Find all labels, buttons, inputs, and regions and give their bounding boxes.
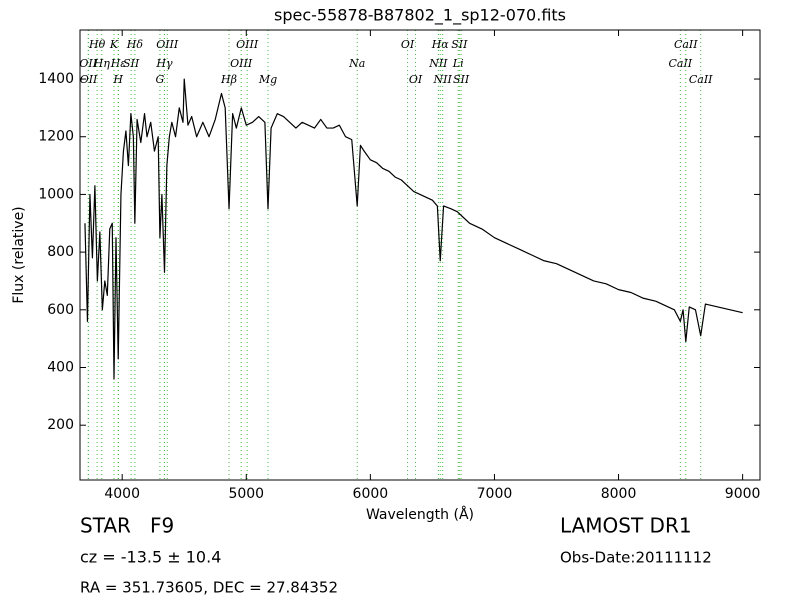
spectral-line-label: CaII <box>668 57 692 70</box>
x-axis-label: Wavelength (Å) <box>366 506 474 523</box>
x-tick-label: 6000 <box>353 486 389 502</box>
spectral-line-label: OII <box>80 73 98 86</box>
spectrum-line <box>84 78 743 380</box>
y-tick-label: 800 <box>47 244 74 260</box>
coordinates: RA = 351.73605, DEC = 27.84352 <box>80 579 338 597</box>
spectral-line-label: OII <box>79 57 97 70</box>
survey: LAMOST DR1 <box>560 514 692 538</box>
chart-title: spec-55878-B87802_1_sp12-070.fits <box>274 6 566 26</box>
x-tick-label: 9000 <box>725 486 761 502</box>
y-tick-label: 1200 <box>38 129 74 145</box>
y-tick-label: 1400 <box>38 71 74 87</box>
spectral-line-label: G <box>156 73 165 86</box>
y-axis-label: Flux (relative) <box>11 206 27 303</box>
spectral-line-label: Hα <box>431 38 450 51</box>
y-tick-label: 600 <box>47 302 74 318</box>
spectral-line-label: OIII <box>230 57 253 70</box>
spectral-line-label: OI <box>409 73 423 86</box>
spectral-line-label: Hβ <box>220 73 237 86</box>
spectral-line-label: SII <box>451 38 468 51</box>
spectral-line-label: Hθ <box>88 38 106 51</box>
spectral-line-label: SII <box>123 57 140 70</box>
spectral-line-label: H <box>112 73 123 86</box>
spectral-line-label: Hδ <box>126 38 144 51</box>
spectral-line-label: Na <box>348 57 365 70</box>
y-tick-label: 1000 <box>38 186 74 202</box>
spectral-line-label: Hγ <box>155 57 173 70</box>
spectral-line-label: SII <box>453 73 470 86</box>
spectral-line-label: CaII <box>674 38 698 51</box>
y-tick-label: 400 <box>47 360 74 376</box>
spectral-line-label: Hη <box>93 57 111 70</box>
x-tick-label: 8000 <box>601 486 637 502</box>
obs-date: Obs-Date:20111112 <box>560 549 712 567</box>
spectral-line-label: NII <box>428 57 448 70</box>
spectral-line-label: Hε <box>110 57 127 70</box>
spectral-line-label: Li <box>452 57 464 70</box>
spectral-line-label: OI <box>401 38 415 51</box>
object-class: STAR F9 <box>80 514 174 538</box>
redshift: cz = -13.5 ± 10.4 <box>80 548 221 567</box>
x-tick-label: 7000 <box>477 486 513 502</box>
plot-frame <box>79 29 761 481</box>
spectral-line-label: CaII <box>689 73 713 86</box>
spectral-line-label: NII <box>433 73 453 86</box>
spectral-line-label: OIII <box>236 38 259 51</box>
x-tick-label: 5000 <box>228 486 264 502</box>
spectral-line-label: K <box>109 38 119 51</box>
spectral-line-label: Mg <box>258 73 277 86</box>
y-tick-label: 200 <box>47 417 74 433</box>
x-tick-label: 4000 <box>104 486 140 502</box>
spectral-line-label: OIII <box>156 38 179 51</box>
